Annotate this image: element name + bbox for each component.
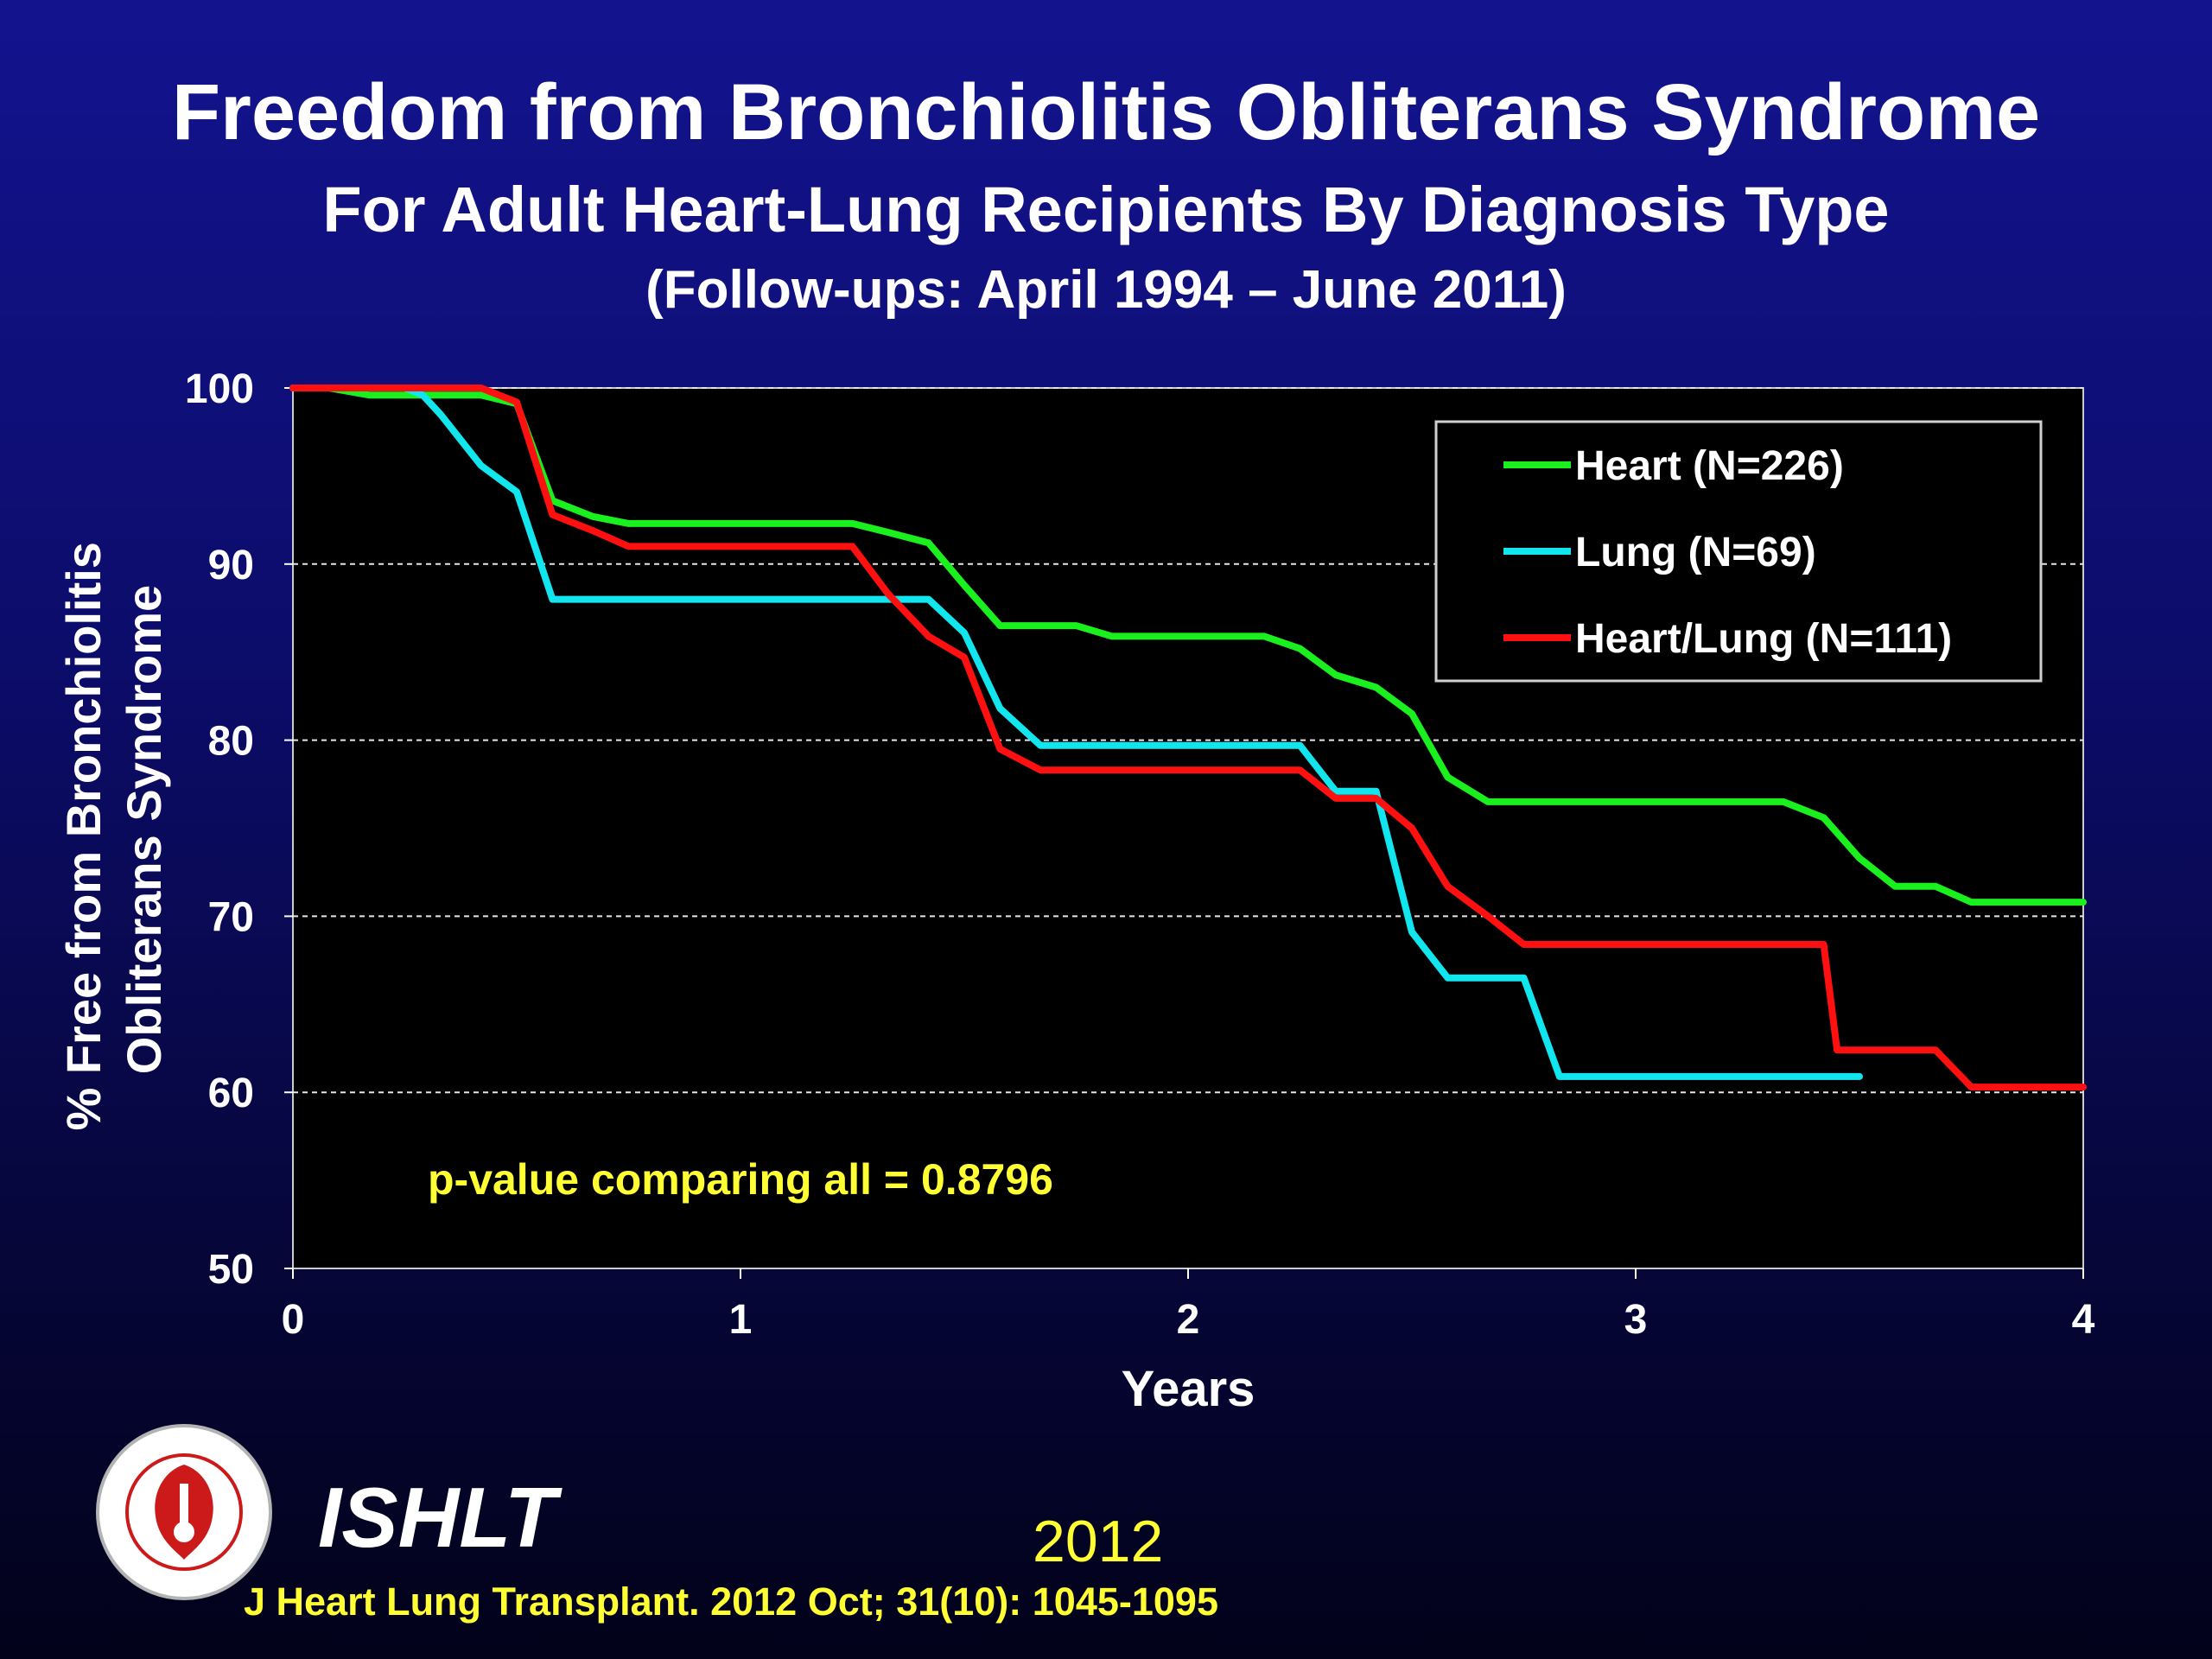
y-tick-label: 70 <box>208 894 254 940</box>
citation: J Heart Lung Transplant. 2012 Oct; 31(10… <box>244 1580 1218 1624</box>
series-line-0 <box>289 385 2087 906</box>
y-tick-label: 90 <box>208 543 254 588</box>
y-tick-label: 80 <box>208 719 254 765</box>
legend-label: Heart (N=226) <box>1575 443 1844 489</box>
x-tick-label: 1 <box>729 1297 753 1343</box>
y-tick-label: 50 <box>208 1247 254 1293</box>
footer-year: 2012 <box>1033 1509 1164 1574</box>
x-axis-ticks: 0 1 2 3 4 <box>282 1268 2095 1343</box>
page-subtitle: For Adult Heart-Lung Recipients By Diagn… <box>322 174 1890 245</box>
followup-range: (Follow-ups: April 1994 – June 2011) <box>645 260 1567 320</box>
y-tick-label: 60 <box>208 1071 254 1116</box>
p-value-annotation: p-value comparing all = 0.8796 <box>428 1155 1053 1204</box>
x-tick-label: 3 <box>1624 1297 1648 1343</box>
gridlines <box>293 387 2083 1094</box>
legend: Heart (N=226) Lung (N=69) Heart/Lung (N=11… <box>1434 420 2043 683</box>
y-axis-label-line1: % Free from Bronchiolitis <box>56 542 111 1130</box>
legend-items: Heart (N=226) Lung (N=69) Heart/Lung (N=11… <box>1503 443 1952 662</box>
y-axis-label-line2: Obliterans Syndrome <box>117 585 171 1074</box>
legend-label: Lung (N=69) <box>1575 530 1816 575</box>
y-tick-label: 100 <box>185 366 254 412</box>
ishlt-brand: ISHLT <box>318 1470 556 1565</box>
x-axis-label: Years <box>1122 1361 1255 1417</box>
x-tick-label: 4 <box>2072 1297 2095 1343</box>
y-axis-label: % Free from Bronchiolitis Obliterans Syn… <box>56 529 171 1131</box>
y-axis-ticks: 50 60 70 80 90 100 <box>185 366 293 1293</box>
legend-label: Heart/Lung (N=111) <box>1575 616 1952 662</box>
ishlt-logo <box>93 1421 275 1607</box>
page-title: Freedom from Bronchiolitis Obliterans Sy… <box>171 68 2041 156</box>
series-line-1 <box>289 385 1863 1080</box>
x-tick-label: 0 <box>282 1297 305 1343</box>
x-tick-label: 2 <box>1177 1297 1200 1343</box>
series-line-2 <box>289 385 2087 1091</box>
series-lines <box>289 385 2087 1091</box>
